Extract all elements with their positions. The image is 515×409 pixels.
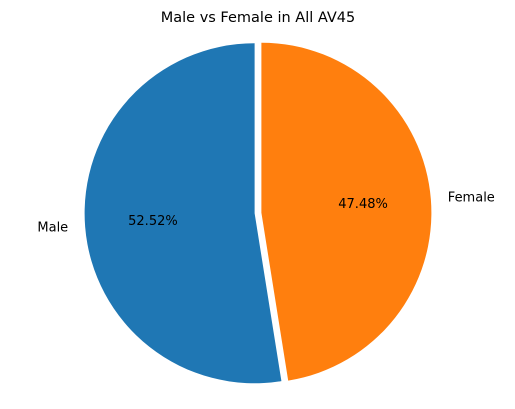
pie-category-label-female: Female [448,190,495,205]
pie-slice-male [84,43,282,384]
pie-category-label-male: Male [37,221,68,236]
pie-slice-female [261,42,432,381]
pie-pct-label-male: 52.52% [128,214,178,229]
pie-labels: 52.52% Male 47.48% Female [37,190,494,235]
pie-slices [84,42,432,384]
chart-title: Male vs Female in All AV45 [161,10,356,26]
pie-pct-label-female: 47.48% [338,197,388,212]
